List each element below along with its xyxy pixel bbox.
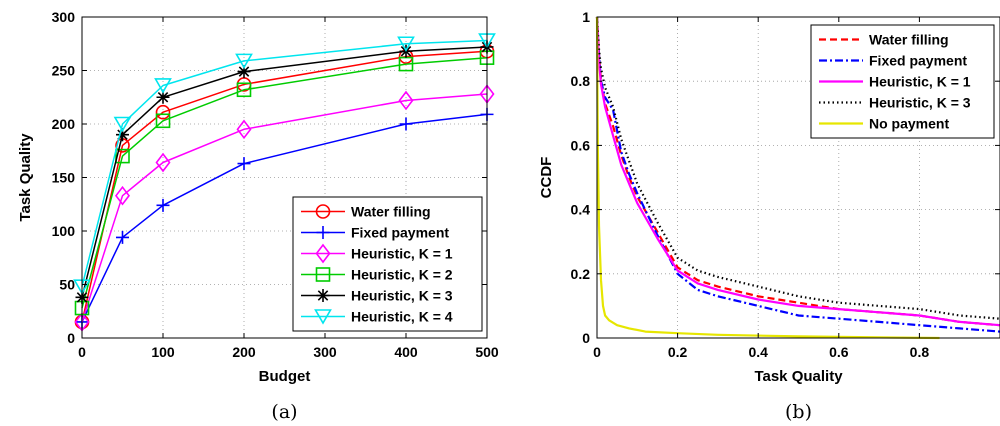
legend-box [292, 196, 483, 332]
figure-caption: (a) [271, 401, 297, 423]
series-line [595, 16, 1000, 327]
x-tick-label: 500 [475, 344, 499, 360]
data-point [155, 152, 171, 173]
y-tick-label: 50 [59, 277, 75, 293]
y-tick-label: 100 [52, 223, 76, 239]
y-tick-label: 150 [52, 170, 76, 186]
legend-label: Heuristic, K = 4 [351, 309, 453, 325]
axes-frame [596, 16, 1000, 339]
legend-entry: Heuristic, K = 3 [819, 95, 971, 111]
legend-entry: Heuristic, K = 1 [301, 243, 453, 264]
legend-label: Fixed payment [351, 225, 449, 241]
y-axis-label: CCDF [538, 157, 555, 199]
data-point [116, 128, 129, 142]
data-point [237, 157, 251, 171]
legend-marker [316, 289, 330, 302]
series-3 [595, 16, 1000, 320]
y-tick-label: 250 [52, 63, 76, 79]
legend-entry: No payment [819, 116, 949, 132]
data-point [114, 185, 131, 206]
x-axis-label: Budget [259, 368, 311, 385]
data-point [155, 104, 171, 120]
data-point [399, 117, 413, 131]
x-tick-label: 0.4 [748, 344, 768, 360]
legend-label: Fixed payment [869, 53, 967, 69]
legend-marker [315, 267, 331, 282]
x-tick-label: 0 [78, 344, 86, 360]
x-tick-label: 400 [394, 344, 418, 360]
legend-entry: Water filling [301, 204, 431, 220]
figure-caption: (b) [785, 401, 812, 423]
legend-label: No payment [869, 116, 949, 132]
legend-label: Heuristic, K = 2 [351, 267, 453, 283]
x-tick-label: 300 [313, 344, 337, 360]
y-tick-label: 0 [582, 330, 590, 346]
y-tick-label: 0.6 [571, 137, 591, 153]
series-4 [595, 16, 940, 340]
legend-label: Water filling [351, 204, 431, 220]
legend-entry: Heuristic, K = 1 [819, 74, 971, 90]
x-tick-label: 200 [232, 344, 256, 360]
series-line [595, 16, 1000, 333]
data-point [237, 65, 251, 79]
legend-label: Heuristic, K = 1 [869, 74, 971, 90]
legend-label: Heuristic, K = 3 [869, 95, 971, 111]
legend-label: Heuristic, K = 1 [351, 246, 453, 262]
data-point [115, 148, 130, 164]
y-tick-label: 0.8 [571, 73, 591, 89]
series-line [595, 16, 1000, 320]
legend-marker [315, 204, 331, 219]
series-line [595, 16, 940, 340]
data-point [156, 90, 170, 104]
series-2 [595, 16, 1000, 327]
data-point [236, 119, 252, 140]
data-point [113, 116, 132, 133]
data-point [155, 113, 171, 129]
series-line [81, 93, 488, 323]
chart-a: 0 100 200 300 400 500050100150200250300Budget… [17, 9, 499, 423]
series-line [81, 46, 488, 298]
y-axis-label: Task Quality [17, 133, 34, 222]
legend-entry: Heuristic, K = 4 [301, 309, 453, 325]
series-line [81, 56, 488, 309]
legend-entry: Water filling [819, 32, 949, 48]
series-line [81, 39, 488, 287]
x-tick-label: 0.6 [829, 344, 849, 360]
y-tick-label: 1 [582, 9, 590, 25]
y-tick-label: 0 [67, 330, 75, 346]
data-point [236, 82, 252, 98]
y-tick-label: 200 [52, 116, 76, 132]
y-tick-label: 0.4 [571, 202, 591, 218]
chart-b: 0 0.2 0.4 0.6 0.8 0 0.2 0.4 0.6 0.8 1 Task Quality C… [538, 9, 1000, 423]
legend-entry: Heuristic, K = 2 [301, 267, 453, 283]
data-point [397, 36, 415, 52]
data-point [398, 90, 414, 111]
data-point [154, 78, 172, 94]
legend-entry: Fixed payment [301, 225, 449, 241]
x-axis-label: Task Quality [754, 368, 843, 385]
legend-label: Water filling [869, 32, 949, 48]
legend-marker [315, 243, 331, 264]
y-tick-label: 0.2 [571, 266, 591, 282]
data-point [156, 198, 170, 212]
x-tick-label: 0.2 [668, 344, 688, 360]
y-tick-label: 300 [52, 9, 76, 25]
legend-label: Heuristic, K = 3 [351, 288, 453, 304]
legend: Water filling Fixed payment Heuristic, K =… [810, 24, 995, 139]
x-tick-label: 0.8 [910, 344, 930, 360]
x-tick-label: 0 [593, 344, 601, 360]
legend-marker [314, 309, 332, 325]
series-1 [595, 16, 1000, 333]
data-point [116, 230, 129, 244]
series-line [81, 113, 488, 323]
legend-entry: Fixed payment [819, 53, 967, 69]
legend: Water filling Fixed payment Heuristic, K =… [292, 196, 483, 332]
data-point [235, 53, 253, 69]
legend-entry: Heuristic, K = 3 [301, 288, 453, 304]
legend-marker [316, 226, 330, 239]
x-tick-label: 100 [151, 344, 175, 360]
series-line [81, 50, 488, 323]
